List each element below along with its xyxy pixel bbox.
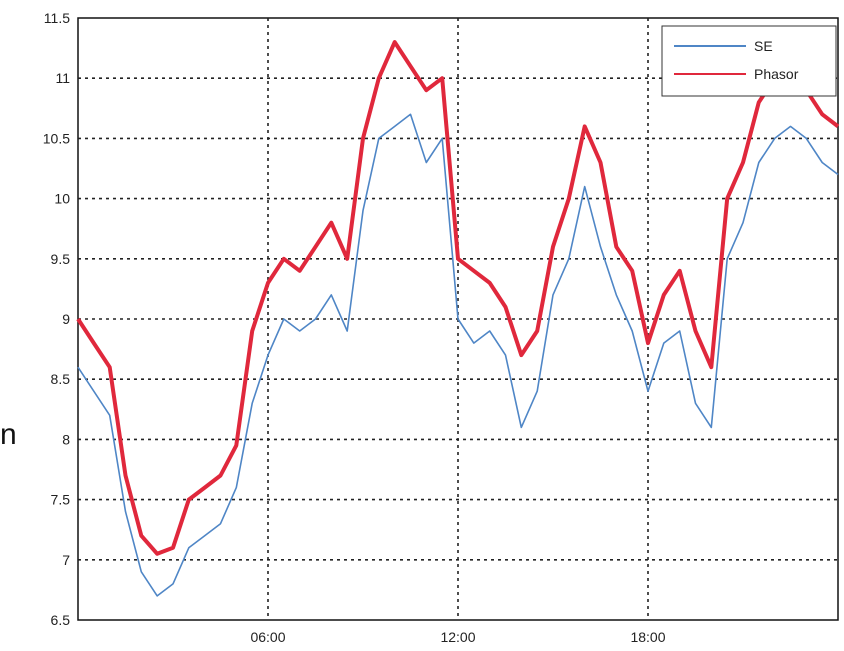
y-tick-label: 9.5 bbox=[51, 251, 71, 267]
series-line-phasor bbox=[76, 40, 840, 556]
y-tick-label: 8.5 bbox=[51, 371, 71, 387]
x-tick-label: 12:00 bbox=[440, 629, 475, 645]
y-tick-label: 11 bbox=[55, 70, 70, 86]
x-axis: 06:00 12:00 18:00 bbox=[250, 629, 665, 645]
y-tick-label: 6.5 bbox=[51, 612, 71, 628]
side-glyph: n bbox=[0, 418, 17, 451]
y-tick-label: 9 bbox=[62, 311, 70, 327]
plot-area bbox=[76, 40, 840, 597]
y-axis: 6.5 7 7.5 8 8.5 9 9.5 10 10.5 11 11.5 bbox=[43, 10, 70, 628]
legend-label-se: SE bbox=[754, 38, 773, 54]
y-tick-label: 11.5 bbox=[44, 10, 70, 26]
y-tick-label: 10 bbox=[54, 191, 70, 207]
y-tick-label: 7 bbox=[62, 552, 70, 568]
y-tick-label: 8 bbox=[62, 431, 70, 447]
series-line-se bbox=[77, 113, 839, 597]
y-tick-label: 7.5 bbox=[51, 492, 71, 508]
y-tick-label: 10.5 bbox=[43, 130, 70, 146]
x-tick-label: 06:00 bbox=[250, 629, 285, 645]
x-tick-label: 18:00 bbox=[630, 629, 665, 645]
legend: SE Phasor bbox=[661, 25, 837, 97]
legend-box bbox=[661, 25, 837, 97]
legend-label-phasor: Phasor bbox=[754, 66, 799, 82]
